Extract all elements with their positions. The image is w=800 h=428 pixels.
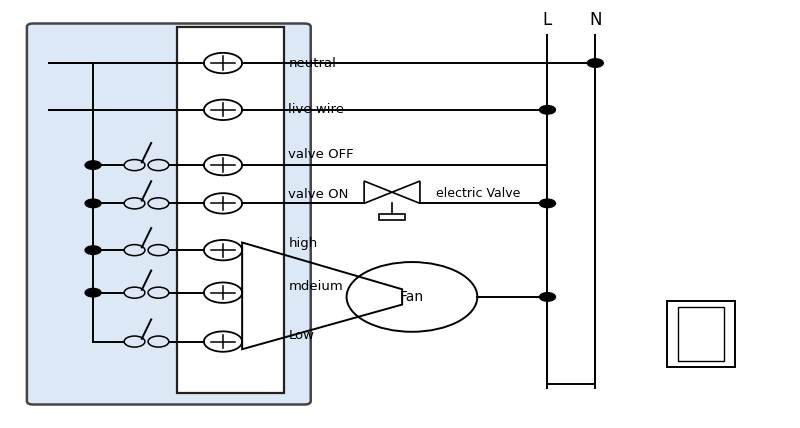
Circle shape (85, 246, 101, 254)
Bar (379, 214, 405, 220)
Circle shape (587, 59, 603, 67)
Circle shape (85, 199, 101, 208)
Text: Low: Low (288, 329, 314, 342)
Circle shape (85, 288, 101, 297)
Bar (667, 301, 735, 367)
Text: electric Valve: electric Valve (436, 187, 520, 200)
Text: mdeium: mdeium (288, 280, 343, 293)
Text: high: high (288, 237, 318, 250)
Bar (177, 27, 285, 392)
Circle shape (539, 199, 555, 208)
Text: live wire: live wire (288, 103, 344, 116)
Text: neutral: neutral (288, 56, 336, 69)
Circle shape (85, 161, 101, 169)
Text: valve ON: valve ON (288, 188, 349, 201)
Circle shape (539, 106, 555, 114)
Bar (678, 307, 724, 361)
FancyBboxPatch shape (27, 24, 310, 404)
Text: Fan: Fan (400, 290, 424, 304)
Text: N: N (589, 11, 602, 29)
Circle shape (539, 293, 555, 301)
Text: valve OFF: valve OFF (288, 148, 354, 161)
Text: L: L (543, 11, 552, 29)
